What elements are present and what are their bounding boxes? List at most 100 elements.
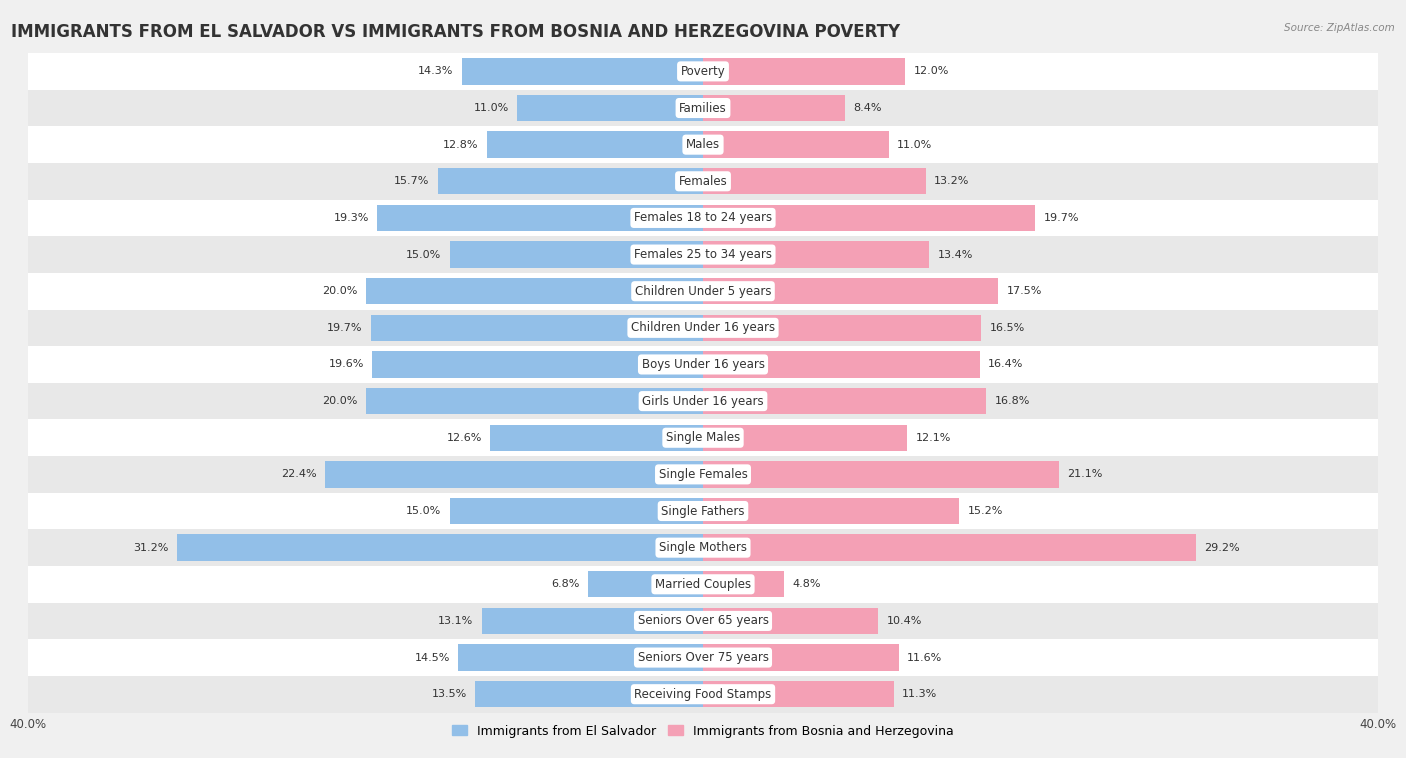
- Bar: [703, 168, 925, 195]
- Bar: [482, 608, 703, 634]
- Bar: [439, 168, 703, 195]
- Bar: [703, 205, 1035, 231]
- Text: Females 25 to 34 years: Females 25 to 34 years: [634, 248, 772, 261]
- Text: 29.2%: 29.2%: [1204, 543, 1240, 553]
- Bar: [703, 315, 981, 341]
- Text: 19.7%: 19.7%: [326, 323, 363, 333]
- Text: 6.8%: 6.8%: [551, 579, 579, 589]
- Text: Single Males: Single Males: [666, 431, 740, 444]
- Text: Girls Under 16 years: Girls Under 16 years: [643, 395, 763, 408]
- Bar: [458, 644, 703, 671]
- Text: 10.4%: 10.4%: [887, 616, 922, 626]
- Bar: [703, 571, 785, 597]
- Text: 8.4%: 8.4%: [853, 103, 882, 113]
- Text: IMMIGRANTS FROM EL SALVADOR VS IMMIGRANTS FROM BOSNIA AND HERZEGOVINA POVERTY: IMMIGRANTS FROM EL SALVADOR VS IMMIGRANT…: [11, 23, 900, 41]
- Text: Receiving Food Stamps: Receiving Food Stamps: [634, 688, 772, 700]
- Bar: [703, 498, 959, 525]
- Text: 20.0%: 20.0%: [322, 396, 357, 406]
- Text: 4.8%: 4.8%: [793, 579, 821, 589]
- Bar: [517, 95, 703, 121]
- Bar: [28, 603, 1378, 639]
- Text: 15.0%: 15.0%: [406, 249, 441, 259]
- Text: Single Fathers: Single Fathers: [661, 505, 745, 518]
- Bar: [28, 163, 1378, 199]
- Bar: [703, 644, 898, 671]
- Text: 13.5%: 13.5%: [432, 689, 467, 699]
- Bar: [703, 95, 845, 121]
- Text: Children Under 16 years: Children Under 16 years: [631, 321, 775, 334]
- Text: 19.3%: 19.3%: [333, 213, 368, 223]
- Text: 21.1%: 21.1%: [1067, 469, 1102, 479]
- Bar: [28, 89, 1378, 127]
- Text: 12.1%: 12.1%: [915, 433, 950, 443]
- Text: 19.6%: 19.6%: [329, 359, 364, 369]
- Text: Boys Under 16 years: Boys Under 16 years: [641, 358, 765, 371]
- Bar: [325, 461, 703, 487]
- Text: 11.0%: 11.0%: [897, 139, 932, 149]
- Bar: [371, 315, 703, 341]
- Bar: [28, 493, 1378, 529]
- Text: 16.4%: 16.4%: [988, 359, 1024, 369]
- Bar: [28, 199, 1378, 236]
- Text: Seniors Over 65 years: Seniors Over 65 years: [637, 615, 769, 628]
- Bar: [703, 131, 889, 158]
- Text: Females 18 to 24 years: Females 18 to 24 years: [634, 211, 772, 224]
- Text: 14.5%: 14.5%: [415, 653, 450, 662]
- Bar: [703, 278, 998, 305]
- Bar: [703, 58, 905, 85]
- Bar: [28, 529, 1378, 566]
- Text: 15.7%: 15.7%: [394, 177, 430, 186]
- Text: Single Mothers: Single Mothers: [659, 541, 747, 554]
- Text: 16.5%: 16.5%: [990, 323, 1025, 333]
- Text: Seniors Over 75 years: Seniors Over 75 years: [637, 651, 769, 664]
- Text: 17.5%: 17.5%: [1007, 287, 1042, 296]
- Text: 11.6%: 11.6%: [907, 653, 942, 662]
- Text: 14.3%: 14.3%: [418, 67, 453, 77]
- Text: 20.0%: 20.0%: [322, 287, 357, 296]
- Text: 11.0%: 11.0%: [474, 103, 509, 113]
- Bar: [28, 566, 1378, 603]
- Bar: [450, 498, 703, 525]
- Text: 19.7%: 19.7%: [1043, 213, 1080, 223]
- Bar: [461, 58, 703, 85]
- Bar: [28, 639, 1378, 676]
- Bar: [28, 346, 1378, 383]
- Bar: [28, 383, 1378, 419]
- Text: Single Females: Single Females: [658, 468, 748, 481]
- Bar: [28, 127, 1378, 163]
- Text: 15.2%: 15.2%: [967, 506, 1004, 516]
- Text: 13.2%: 13.2%: [934, 177, 970, 186]
- Text: Families: Families: [679, 102, 727, 114]
- Bar: [703, 534, 1195, 561]
- Text: Males: Males: [686, 138, 720, 151]
- Bar: [377, 205, 703, 231]
- Bar: [28, 419, 1378, 456]
- Text: 22.4%: 22.4%: [281, 469, 316, 479]
- Bar: [450, 241, 703, 268]
- Text: 31.2%: 31.2%: [132, 543, 169, 553]
- Bar: [703, 351, 980, 377]
- Bar: [28, 676, 1378, 713]
- Text: Children Under 5 years: Children Under 5 years: [634, 285, 772, 298]
- Text: Married Couples: Married Couples: [655, 578, 751, 590]
- Text: 16.8%: 16.8%: [995, 396, 1031, 406]
- Text: 13.1%: 13.1%: [439, 616, 474, 626]
- Bar: [703, 608, 879, 634]
- Bar: [28, 236, 1378, 273]
- Bar: [703, 681, 894, 707]
- Text: 12.6%: 12.6%: [447, 433, 482, 443]
- Bar: [28, 456, 1378, 493]
- Bar: [28, 273, 1378, 309]
- Text: 15.0%: 15.0%: [406, 506, 441, 516]
- Bar: [703, 424, 907, 451]
- Bar: [703, 461, 1059, 487]
- Bar: [588, 571, 703, 597]
- Bar: [28, 309, 1378, 346]
- Text: 11.3%: 11.3%: [903, 689, 938, 699]
- Bar: [491, 424, 703, 451]
- Bar: [373, 351, 703, 377]
- Text: 13.4%: 13.4%: [938, 249, 973, 259]
- Text: Source: ZipAtlas.com: Source: ZipAtlas.com: [1284, 23, 1395, 33]
- Bar: [177, 534, 703, 561]
- Bar: [366, 388, 703, 415]
